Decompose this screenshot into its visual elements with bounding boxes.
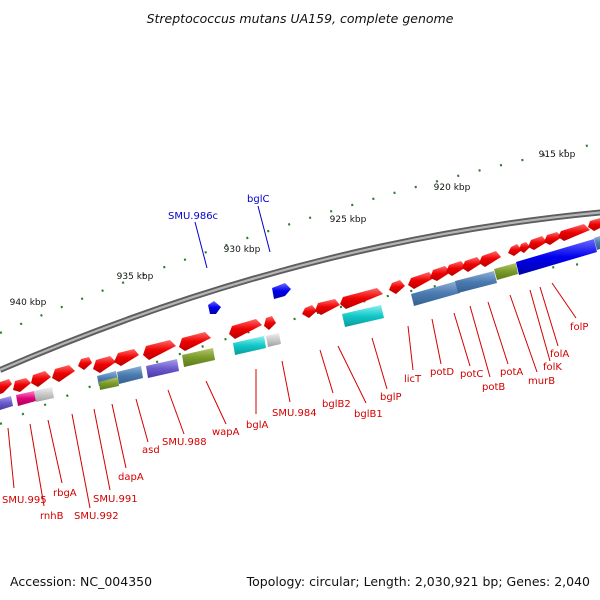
gene-label-smu991: SMU.991 xyxy=(93,494,138,505)
gene-label-bgla: bglA xyxy=(246,420,268,431)
cds-arrow xyxy=(114,349,139,366)
cog-block xyxy=(455,271,497,293)
cds-arrow xyxy=(302,305,317,318)
cds-arrow xyxy=(558,224,590,241)
forward-cds-row xyxy=(0,218,600,394)
cds-arrow xyxy=(588,218,600,231)
gene-label-bglc: bglC xyxy=(247,194,269,205)
cds-arrow xyxy=(179,332,211,351)
cog-block xyxy=(0,396,13,410)
gene-label-asd: asd xyxy=(142,445,160,456)
cds-arrow-smu986c xyxy=(208,301,221,314)
scale-label-915: 915 kbp xyxy=(539,150,576,160)
cds-arrow xyxy=(78,357,92,370)
gene-labels: SMU.995 rnhB rbgA SMU.992 SMU.991 dapA a… xyxy=(2,194,588,522)
gene-label-bglb1: bglB1 xyxy=(354,409,383,420)
cog-block xyxy=(266,333,281,347)
cds-arrow xyxy=(389,280,405,294)
gene-label-lict: licT xyxy=(404,374,422,385)
gene-label-bglp: bglP xyxy=(380,392,402,403)
cds-arrow xyxy=(13,378,31,392)
gene-label-folk: folK xyxy=(543,362,562,373)
gene-label-rbga: rbgA xyxy=(53,488,77,499)
cog-block xyxy=(411,281,460,306)
cds-arrow xyxy=(315,299,340,315)
cog-block xyxy=(494,263,518,280)
cds-arrow xyxy=(264,316,276,330)
gene-label-dapa: dapA xyxy=(118,472,144,483)
genome-backbone-outline xyxy=(0,209,600,373)
scale-label-920: 920 kbp xyxy=(434,183,471,193)
cog-block xyxy=(182,348,215,367)
gene-label-smu995: SMU.995 xyxy=(2,495,47,506)
cog-block xyxy=(146,359,179,378)
gene-label-bglb2: bglB2 xyxy=(322,399,351,410)
cog-block xyxy=(34,387,54,402)
gene-label-smu992: SMU.992 xyxy=(74,511,119,522)
cds-arrow xyxy=(143,340,176,360)
cds-arrow xyxy=(462,257,482,272)
inner-tick-row xyxy=(0,260,600,426)
cds-arrow xyxy=(479,251,501,267)
cds-arrow xyxy=(408,272,434,289)
cds-arrow-bglc xyxy=(272,283,291,299)
scale-label-930: 930 kbp xyxy=(224,245,261,255)
gene-label-folp: folP xyxy=(570,322,588,333)
cds-arrow xyxy=(229,319,262,339)
cds-arrow xyxy=(430,266,451,281)
gene-label-smu984: SMU.984 xyxy=(272,408,317,419)
cog-block xyxy=(117,366,143,384)
gene-label-murb: murB xyxy=(528,376,555,387)
reverse-cds-row xyxy=(208,283,291,314)
cds-arrow xyxy=(528,236,547,250)
cog-block xyxy=(594,236,600,250)
cog-blocks-row xyxy=(0,236,600,410)
scale-label-935: 935 kbp xyxy=(117,272,154,282)
cog-block xyxy=(16,391,36,406)
gene-label-wapa: wapA xyxy=(212,427,240,438)
cds-arrow xyxy=(52,365,75,382)
cds-arrow xyxy=(508,244,522,256)
gene-label-potb: potB xyxy=(482,382,505,393)
cog-block xyxy=(342,305,384,327)
cog-block xyxy=(233,336,266,355)
gene-label-smu988: SMU.988 xyxy=(162,437,207,448)
cog-block xyxy=(516,239,597,275)
scale-label-925: 925 kbp xyxy=(330,215,367,225)
gene-label-rnhb: rnhB xyxy=(40,511,64,522)
cds-arrow xyxy=(446,261,466,276)
gene-label-fola: folA xyxy=(550,349,569,360)
cds-arrow xyxy=(31,371,51,387)
gene-label-pota: potA xyxy=(500,367,523,378)
cds-arrow xyxy=(0,379,12,394)
outer-tick-row xyxy=(0,141,600,335)
cog-block xyxy=(99,377,119,390)
cds-arrow xyxy=(340,288,383,309)
scale-label-940: 940 kbp xyxy=(10,298,47,308)
genome-backbone-highlight xyxy=(0,211,600,372)
accession-label: Accession: NC_004350 xyxy=(10,574,152,589)
cds-arrow xyxy=(519,242,530,253)
gene-label-smu986c: SMU.986c xyxy=(168,211,218,222)
genome-summary: Topology: circular; Length: 2,030,921 bp… xyxy=(246,574,590,589)
label-leader-lines xyxy=(7,205,577,509)
map-title: Streptococcus mutans UA159, complete gen… xyxy=(147,11,454,26)
scale-labels: 940 kbp 935 kbp 930 kbp 925 kbp 920 kbp … xyxy=(10,150,576,308)
gene-label-potd: potD xyxy=(430,367,454,378)
gene-label-potc: potC xyxy=(460,369,483,380)
cds-arrow xyxy=(93,356,116,373)
cds-arrow xyxy=(544,232,562,245)
